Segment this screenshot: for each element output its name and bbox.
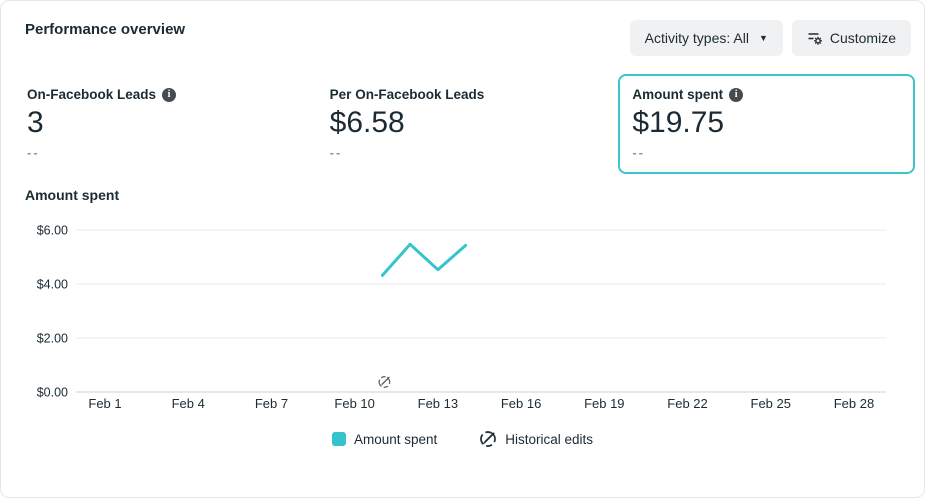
x-axis-tick-label: Feb 19 xyxy=(584,396,624,411)
metric-comparison: -- xyxy=(27,145,40,160)
x-axis-tick-label: Feb 16 xyxy=(501,396,541,411)
chevron-down-icon: ▼ xyxy=(758,33,768,43)
x-axis-tick-label: Feb 25 xyxy=(751,396,791,411)
chart-title: Amount spent xyxy=(25,187,120,203)
metric-value: $6.58 xyxy=(329,106,405,139)
metric-label: On-Facebook Leads i xyxy=(27,87,296,102)
metric-label: Per On-Facebook Leads xyxy=(329,87,485,102)
legend-item-amount-spent: Amount spent xyxy=(331,431,438,447)
x-axis-tick-label: Feb 4 xyxy=(172,396,205,411)
x-axis-tick-label: Feb 1 xyxy=(88,396,121,411)
historical-edit-marker[interactable] xyxy=(377,375,391,389)
teal-square-swatch xyxy=(331,432,346,446)
legend-item-historical-edits: Historical edits xyxy=(479,430,593,448)
metric-comparison: -- xyxy=(329,145,343,160)
metric-card-per-on-facebook-leads[interactable]: Per On-Facebook Leads $6.58 -- xyxy=(315,74,613,174)
y-axis-tick-label: $0.00 xyxy=(37,386,68,400)
chart-legend: Amount spent Historical edits xyxy=(1,430,924,448)
metric-value: $19.75 xyxy=(632,106,725,139)
series-line-amount-spent xyxy=(380,242,468,277)
pencil-circle-icon xyxy=(479,430,497,448)
x-axis-tick-label: Feb 28 xyxy=(834,396,874,411)
metric-comparison: -- xyxy=(632,145,646,160)
info-icon[interactable]: i xyxy=(729,87,744,102)
x-axis-tick-label: Feb 13 xyxy=(418,396,458,411)
info-icon[interactable]: i xyxy=(162,87,177,102)
metric-card-on-facebook-leads[interactable]: On-Facebook Leads i 3 -- xyxy=(13,74,310,174)
x-axis-tick-label: Feb 10 xyxy=(334,396,374,411)
y-axis-tick-label: $6.00 xyxy=(37,224,68,238)
y-axis-tick-label: $4.00 xyxy=(37,278,68,292)
activity-types-label: Activity types: All xyxy=(644,30,749,46)
metric-card-amount-spent[interactable]: Amount spent i $19.75 -- xyxy=(618,74,916,174)
header-actions: Activity types: All ▼ xyxy=(629,20,911,56)
metric-cards-row: On-Facebook Leads i 3 -- Per On-Facebook… xyxy=(13,74,916,174)
x-axis-tick-label: Feb 7 xyxy=(255,396,288,411)
page-title: Performance overview xyxy=(25,21,186,38)
x-axis-tick-label: Feb 22 xyxy=(667,396,707,411)
metric-label: Amount spent i xyxy=(632,87,901,102)
customize-settings-icon xyxy=(807,30,823,46)
customize-label: Customize xyxy=(829,30,896,46)
activity-types-dropdown[interactable]: Activity types: All ▼ xyxy=(629,20,783,56)
amount-spent-line-chart: $6.00 $4.00 $2.00 $0.00 Feb 1 Feb 4 Feb 7 Feb 1… xyxy=(37,224,886,411)
legend-label: Historical edits xyxy=(505,431,594,447)
legend-label: Amount spent xyxy=(353,431,438,447)
metric-value: 3 xyxy=(27,106,44,139)
y-axis-tick-label: $2.00 xyxy=(37,332,68,346)
customize-button[interactable]: Customize xyxy=(791,20,911,56)
